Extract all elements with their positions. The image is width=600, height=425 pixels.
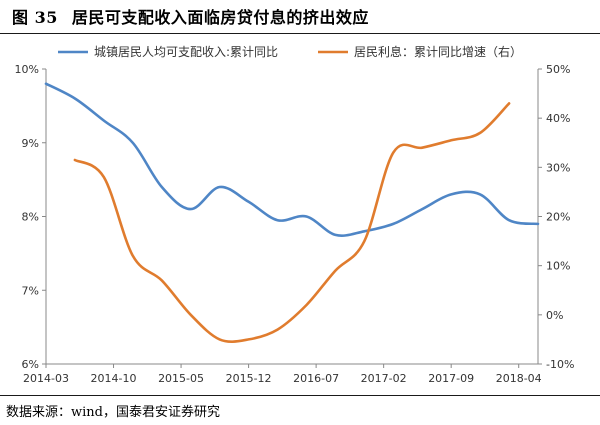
x-tick-label: 2015-05 bbox=[158, 372, 204, 385]
bottom-rule bbox=[0, 395, 600, 396]
legend-item-2: 居民利息：累计同比增速（右） bbox=[318, 44, 522, 59]
x-tick-label: 2014-03 bbox=[23, 372, 69, 385]
legend-label: 城镇居民人均可支配收入:累计同比 bbox=[94, 45, 278, 59]
x-tick-label: 2017-09 bbox=[428, 372, 474, 385]
x-tick-label: 2018-04 bbox=[496, 372, 542, 385]
legend-item-1: 城镇居民人均可支配收入:累计同比 bbox=[58, 45, 278, 59]
series-line-2 bbox=[73, 102, 511, 343]
figure-title-text: 居民可支配收入面临房贷付息的挤出效应 bbox=[71, 8, 369, 27]
y-right-tick-label: 50% bbox=[546, 63, 570, 76]
y-left-tick-label: 7% bbox=[22, 284, 39, 297]
series-line-1 bbox=[44, 82, 540, 237]
y-right-tick-label: 20% bbox=[546, 211, 570, 224]
x-tick-label: 2016-07 bbox=[293, 372, 339, 385]
y-right-tick-label: -10% bbox=[546, 358, 574, 371]
figure-title: 图 35 居民可支配收入面临房贷付息的挤出效应 bbox=[6, 4, 369, 28]
y-right-tick-label: 40% bbox=[546, 112, 570, 125]
figure-label: 图 35 bbox=[12, 8, 58, 27]
x-tick-label: 2014-10 bbox=[91, 372, 137, 385]
y-right-tick-label: 10% bbox=[546, 260, 570, 273]
y-right-tick-label: 30% bbox=[546, 161, 570, 174]
line-chart: 6% 7% 8% 9% 10% -10% 0% 10% 20% 30% 40% 50% 2014-03 2… bbox=[15, 44, 575, 385]
x-tick-label: 2015-12 bbox=[226, 372, 272, 385]
y-left-tick-label: 9% bbox=[22, 137, 39, 150]
x-tick-label: 2017-02 bbox=[361, 372, 407, 385]
top-rule bbox=[0, 33, 600, 34]
legend-label: 居民利息：累计同比增速（右） bbox=[354, 44, 522, 59]
y-left-tick-label: 10% bbox=[15, 63, 39, 76]
y-right-tick-label: 0% bbox=[546, 309, 563, 322]
y-left-tick-label: 6% bbox=[22, 358, 39, 371]
source-note: 数据来源：wind，国泰君安证券研究 bbox=[6, 405, 220, 420]
y-left-tick-label: 8% bbox=[22, 211, 39, 224]
